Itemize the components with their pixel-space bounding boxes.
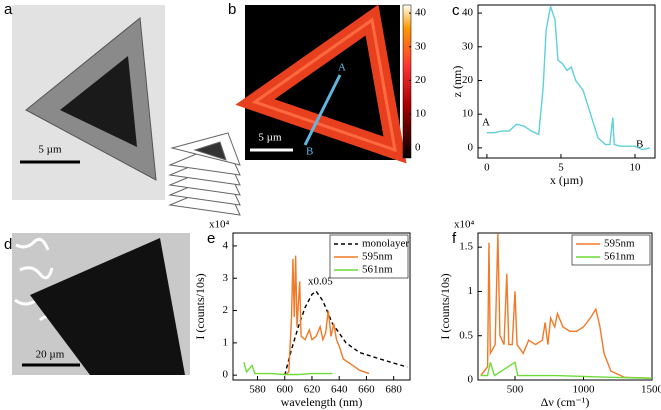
panel-label: a bbox=[4, 1, 13, 18]
annotation: A bbox=[482, 117, 490, 129]
panel-label: c bbox=[452, 2, 460, 19]
x-tick-label: 680 bbox=[385, 384, 402, 396]
x-tick-label: 600 bbox=[276, 384, 293, 396]
marker-label: A bbox=[338, 62, 346, 74]
series-line bbox=[284, 255, 370, 376]
y-tick-label: 1.5 bbox=[459, 241, 473, 253]
y-axis-label: z (nm) bbox=[450, 66, 464, 98]
y-tick-label: 0 bbox=[468, 141, 474, 153]
y-tick-label: 40 bbox=[462, 7, 474, 19]
y-tick-label: 1 bbox=[468, 285, 474, 297]
y-multiplier: x10⁴ bbox=[209, 219, 230, 231]
panel-label: f bbox=[452, 230, 457, 247]
triangle-hole bbox=[60, 56, 137, 147]
flakes bbox=[14, 237, 60, 324]
scale-label: 5 µm bbox=[258, 132, 282, 144]
y-tick-label: 3 bbox=[223, 272, 229, 284]
y-tick-label: 0.5 bbox=[459, 329, 473, 341]
colorbar-label: 20 bbox=[415, 74, 427, 86]
y-tick-label: 20 bbox=[462, 74, 474, 86]
x-tick-label: 1500 bbox=[641, 384, 661, 396]
y-tick-label: 0 bbox=[468, 374, 474, 386]
panel-label: d bbox=[4, 236, 12, 253]
x-tick-label: 1000 bbox=[572, 384, 595, 396]
legend-label: 561nm bbox=[362, 264, 393, 276]
marker-label: B bbox=[306, 146, 313, 158]
x-tick-label: 0 bbox=[484, 162, 490, 174]
annotation: x0.05 bbox=[308, 276, 333, 288]
scale-label: 20 µm bbox=[36, 349, 65, 361]
profile-line bbox=[303, 74, 342, 146]
annotation: B bbox=[636, 139, 643, 151]
y-tick-label: 0 bbox=[223, 369, 229, 381]
legend-label: monolayer bbox=[362, 238, 409, 250]
y-tick-label: 4 bbox=[223, 239, 229, 251]
y-axis-label: I (counts/10s) bbox=[193, 273, 207, 339]
x-tick-label: 660 bbox=[358, 384, 375, 396]
colorbar-label: 10 bbox=[415, 108, 427, 120]
series-line bbox=[243, 362, 333, 376]
plot-area bbox=[477, 232, 653, 381]
x-tick-label: 10 bbox=[630, 162, 642, 174]
y-tick-label: 30 bbox=[462, 40, 474, 52]
stack-illustration bbox=[168, 132, 241, 216]
triangle-edge bbox=[251, 17, 397, 153]
x-tick-label: 500 bbox=[507, 384, 524, 396]
x-tick-label: 5 bbox=[558, 162, 564, 174]
panel-label: e bbox=[207, 230, 215, 247]
colorbar bbox=[402, 4, 412, 159]
triangle bbox=[30, 238, 185, 375]
x-axis-label: Δν (cm⁻¹) bbox=[541, 395, 590, 409]
series-line bbox=[480, 361, 652, 379]
x-tick-label: 620 bbox=[304, 384, 321, 396]
y-axis-label: I (counts/10s) bbox=[438, 273, 452, 339]
x-tick-label: 580 bbox=[249, 384, 266, 396]
y-tick-label: 1 bbox=[223, 336, 229, 348]
series-line bbox=[486, 6, 650, 151]
x-axis-label: x (µm) bbox=[550, 173, 583, 187]
scale-label: 5 µm bbox=[38, 144, 62, 156]
x-tick-label: 640 bbox=[331, 384, 348, 396]
legend-label: 595nm bbox=[362, 251, 393, 263]
y-tick-label: 10 bbox=[462, 108, 474, 120]
series-line bbox=[284, 290, 408, 376]
legend bbox=[571, 234, 651, 266]
legend-label: 561nm bbox=[604, 251, 635, 263]
y-tick-label: 2 bbox=[223, 304, 229, 316]
series-line bbox=[480, 233, 652, 379]
colorbar-label: 40 bbox=[415, 7, 427, 19]
y-multiplier: x10⁴ bbox=[454, 219, 475, 231]
x-axis-label: wavelength (nm) bbox=[281, 395, 363, 409]
panel-label: b bbox=[228, 1, 236, 18]
plot-area bbox=[232, 232, 411, 381]
legend-label: 595nm bbox=[604, 238, 635, 250]
colorbar-label: 30 bbox=[415, 40, 427, 52]
colorbar-label: 0 bbox=[415, 141, 421, 153]
plot-area bbox=[477, 4, 656, 159]
